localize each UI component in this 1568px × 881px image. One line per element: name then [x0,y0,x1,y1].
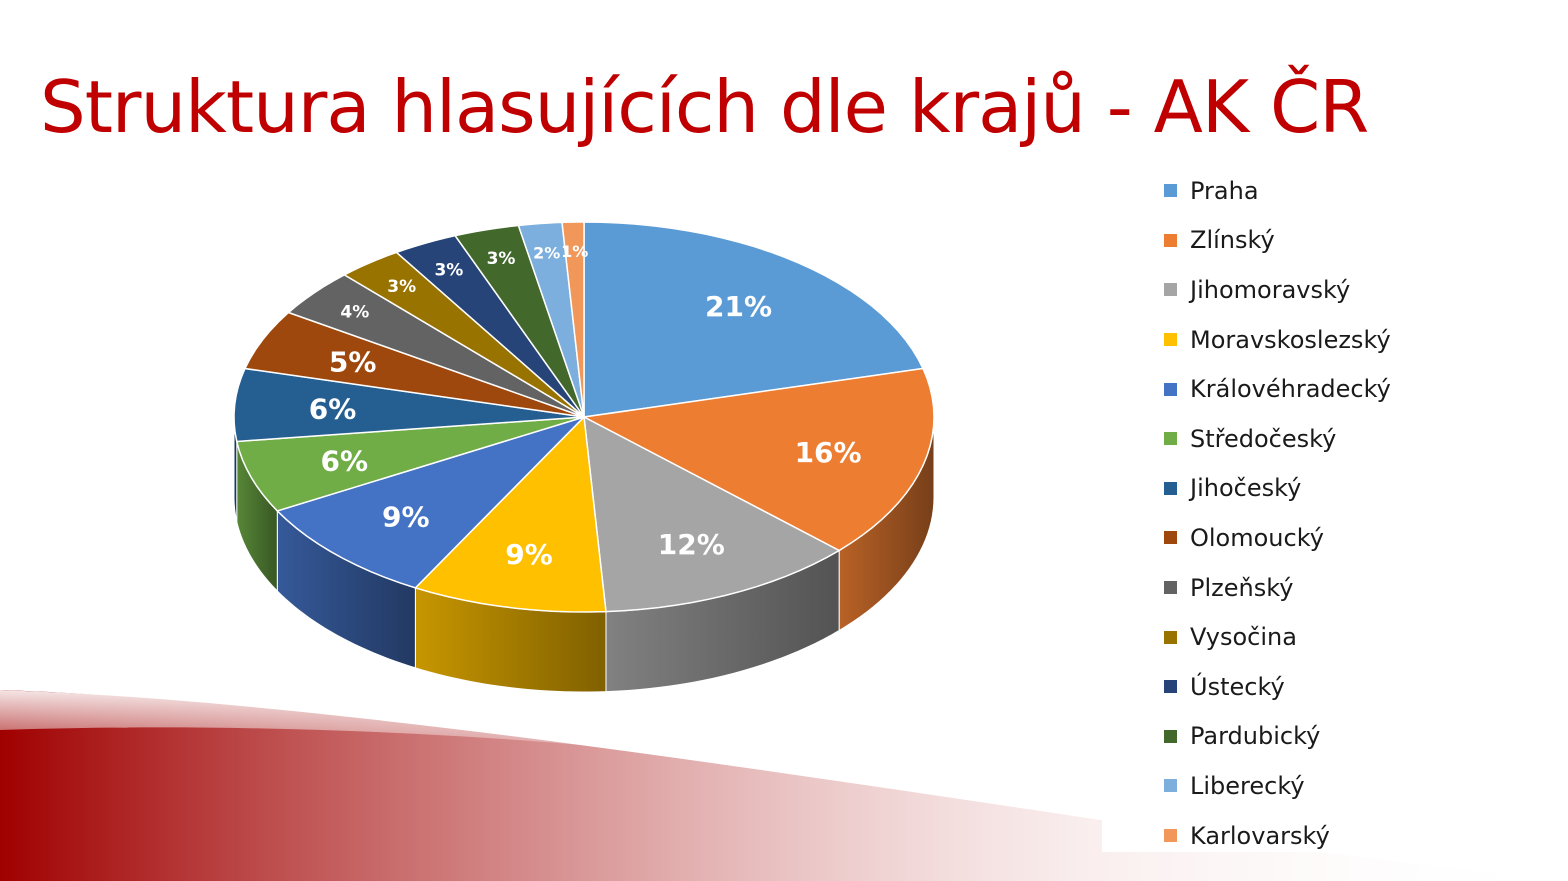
legend-item: Vysočina [1164,612,1391,662]
pie-slice-zlínský [581,367,935,552]
pie-slice-jihočeský [233,367,585,443]
pie-slice-praha [583,221,925,418]
data-label-ústecký: 3% [434,260,463,280]
legend-swatch [1164,531,1177,545]
legend-swatch [1164,829,1177,843]
pie-chart: 21% 16% 12% 9% 9% 6% 6% 5% 4% 3% 3% 3% 2% 1% [233,221,935,693]
slide-title: Struktura hlasujících dle krajů - AK ČR [40,65,1369,149]
data-label-karlovarský: 1% [561,242,588,261]
legend-item: Pardubický [1164,712,1391,762]
legend-label: Liberecký [1190,771,1305,800]
legend-swatch [1164,333,1177,347]
pie-slice-plzeňský [287,273,585,418]
legend-swatch [1164,184,1177,198]
pie-slice-karlovarský [561,221,585,418]
legend-label: Karlovarský [1190,821,1330,850]
legend-swatch [1164,779,1177,793]
legend-label: Praha [1190,176,1259,205]
legend-item: Jihočeský [1164,464,1391,514]
legend-item: Olomoucký [1164,513,1391,563]
legend-item: Zlínský [1164,216,1391,266]
legend-swatch [1164,432,1177,446]
data-label-olomoucký: 5% [329,345,377,378]
pie-slice-moravskoslezský [413,415,607,613]
legend-item: Jihomoravský [1164,265,1391,315]
data-label-jihočeský: 6% [309,392,357,425]
data-label-liberecký: 2% [533,243,560,262]
data-label-pardubický: 3% [487,249,516,269]
legend-label: Zlínský [1190,226,1275,255]
data-label-královéhradecký: 9% [382,500,430,533]
pie-slice-pardubický [453,224,585,418]
legend-swatch [1164,581,1177,595]
legend-label: Pardubický [1190,722,1321,751]
legend-label: Ústecký [1190,672,1285,701]
chart-legend: Praha Zlínský Jihomoravský Moravskoslezský K… [1164,166,1391,860]
legend-label: Moravskoslezský [1190,325,1391,354]
pie-slice-ústecký [394,234,585,418]
legend-item: Středočeský [1164,414,1391,464]
legend-background [1102,162,1432,852]
legend-swatch [1164,481,1177,495]
legend-label: Jihočeský [1190,474,1302,503]
pie-slice-liberecký [517,221,585,418]
pie-slice-jihomoravský [583,415,841,613]
data-label-vysočina: 3% [387,277,416,297]
pie-slice-olomoucký [243,311,585,418]
legend-swatch [1164,233,1177,247]
pie-slice-středočeský [235,416,585,512]
pie-slice-vysočina [342,251,585,418]
legend-swatch [1164,630,1177,644]
legend-label: Jihomoravský [1190,275,1351,304]
legend-swatch [1164,382,1177,396]
legend-item: Moravskoslezský [1164,315,1391,365]
legend-item: Praha [1164,166,1391,216]
data-label-zlínský: 16% [795,436,862,469]
legend-swatch [1164,283,1177,297]
legend-label: Plzeňský [1190,573,1294,602]
data-label-středočeský: 6% [321,445,369,478]
legend-label: Vysočina [1190,623,1297,652]
pie-slice-královéhradecký [275,416,585,589]
legend-swatch [1164,680,1177,694]
legend-label: Královéhradecký [1190,375,1391,404]
legend-item: Plzeňský [1164,563,1391,613]
legend-item: Liberecký [1164,761,1391,811]
data-label-moravskoslezský: 9% [505,538,553,571]
data-label-praha: 21% [705,290,772,323]
legend-item: Královéhradecký [1164,364,1391,414]
legend-item: Ústecký [1164,662,1391,712]
legend-item: Karlovarský [1164,811,1391,861]
legend-swatch [1164,729,1177,743]
legend-label: Středočeský [1190,424,1337,453]
legend-label: Olomoucký [1190,523,1324,552]
data-label-plzeňský: 4% [340,303,369,323]
data-label-jihomoravský: 12% [658,528,725,561]
